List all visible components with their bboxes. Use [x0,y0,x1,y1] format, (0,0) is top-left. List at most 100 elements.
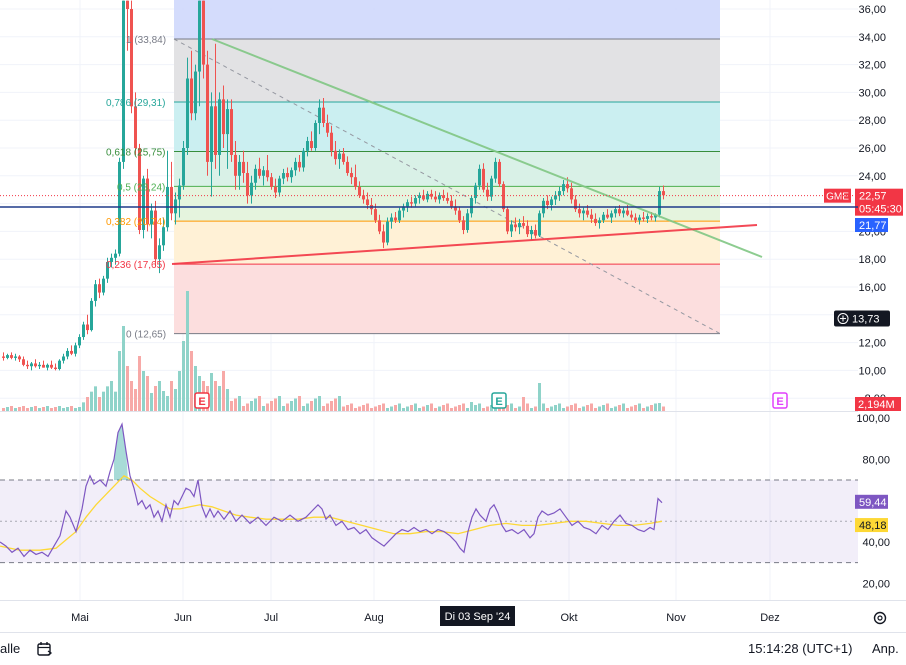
volume-bar [446,403,449,411]
volume-bar [194,366,197,411]
volume-bar [318,396,321,411]
volume-bar [558,403,561,411]
volume-bar [594,408,597,411]
fib-zone [174,39,720,102]
rsi-value-label: 59,44 [859,497,887,509]
candle-body [130,9,133,107]
candle-body [230,109,233,155]
crosshair-date-tag [440,606,515,626]
calendar-icon[interactable] [36,640,54,658]
volume-bar [450,408,453,411]
rsi-line [0,422,663,558]
volume-bar [6,407,9,411]
fib-level-label: 0,382 (20,74) [106,217,166,228]
candle-body [54,367,57,370]
candle-body [82,324,85,338]
volume-bar [454,406,457,411]
rsi-tick-label: 100,00 [856,413,890,425]
time-axis[interactable]: Mai Jun Jul Aug Okt Nov Dez Di 03 Sep '24 [71,606,780,626]
candle-body [538,213,541,236]
price-axis[interactable]: 36,0034,0032,0030,0028,0026,0024,0022,00… [824,4,903,411]
candle-body [374,209,377,221]
volume-bar [14,408,17,411]
candle-body [442,195,445,199]
settings-gear-icon[interactable] [873,611,887,625]
candle-body [94,284,97,301]
price-chart[interactable]: 1 (33,84) 0,786 (29,31) 0,618 (25,75) 0,5 (… [0,0,906,632]
candle-body [522,223,525,226]
candle-body [658,191,661,215]
volume-bar [154,386,157,411]
candle-body [398,210,401,221]
time-tick-label: Nov [666,612,686,624]
candle-body [218,99,221,155]
volume-bar [150,393,153,411]
rsi-axis[interactable]: 100,00 80,00 40,00 20,00 59,44 48,18 [855,413,890,590]
fib-zone [174,151,720,187]
volume-bar [230,401,233,411]
earnings-marker-box [772,392,788,409]
candle-body [62,356,65,361]
volume-bar [62,408,65,411]
candle-body [90,300,93,331]
volume-bar [414,403,417,411]
volume-bar [54,407,57,411]
volume-bar [146,376,149,411]
candle-body [258,168,261,176]
earnings-marker[interactable]: E [194,392,210,409]
cursor-price-tag [834,310,890,327]
candle-body [454,206,457,211]
volume-bar [438,406,441,411]
volume-bar [398,403,401,411]
candle-body [2,356,5,358]
volume-bar [130,381,133,411]
candle-body [514,224,517,228]
volume-bar [222,371,225,411]
volume-bar [186,291,189,411]
bottom-toolbar: alle 15:14:28 (UTC+1) Anp. [0,632,906,665]
clock-readout[interactable]: 15:14:28 (UTC+1) [748,641,853,656]
volume-bar [402,408,405,411]
rsi-ma-line [0,474,663,551]
candle-body [46,364,49,368]
candle-body [234,154,237,176]
fib-zone-top [174,0,720,40]
candle-body [34,363,37,367]
volume-bar [314,398,317,411]
candle-body [326,122,329,133]
candle-body [638,217,641,221]
candle-body [198,0,201,72]
candle-body [26,364,29,367]
volume-bar [50,408,53,411]
candle-body [78,337,81,346]
volume-bar [178,371,181,411]
candle-body [490,178,493,197]
candle-body [322,107,325,123]
candle-body [202,0,205,65]
candle-body [386,221,389,243]
candle-body [358,186,361,196]
volume-bar [406,406,409,411]
price-tick-label: 34,00 [858,32,886,44]
volume-bar [326,403,329,411]
range-label[interactable]: alle [0,641,21,656]
candle-body [598,220,601,224]
earnings-marker[interactable]: E [772,392,788,409]
adjust-button[interactable]: Anp. [872,641,899,656]
volume-bar [646,406,649,411]
last-price-label: 22,57 [859,191,887,203]
time-tick-label: Jun [174,612,192,624]
earnings-marker[interactable]: E [491,392,507,409]
volume-bar [530,408,533,411]
volume-bar [74,408,77,411]
candle-body [150,210,153,225]
candle-body [606,214,609,218]
volume-bar [602,405,605,411]
volume-bar [650,405,653,411]
volume-bar [158,381,161,411]
candle-body [642,217,645,219]
cursor-price-group: 13,73 [834,310,890,327]
volume-bar [342,406,345,411]
volume-bar [482,408,485,411]
candle-body [394,217,397,221]
